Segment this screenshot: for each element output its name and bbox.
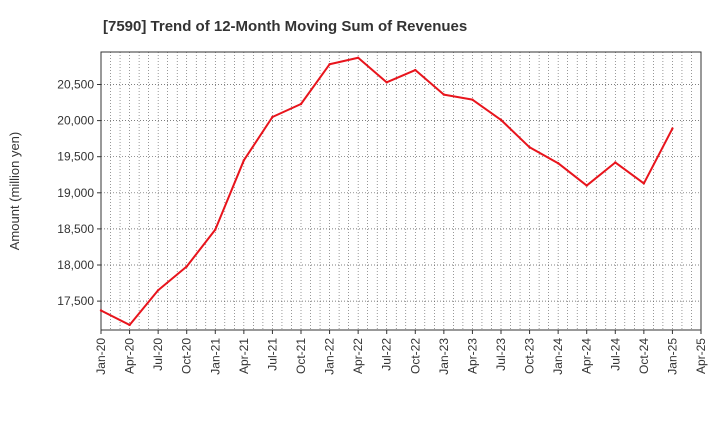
data-point [99,309,103,312]
x-tick-label: Jul-23 [494,338,508,371]
x-tick-label: Jul-20 [151,338,165,371]
data-point [528,146,531,149]
x-tick-label: Apr-21 [237,338,251,374]
y-tick-label: 20,500 [57,77,94,91]
x-tick-label: Apr-22 [351,338,365,374]
x-tick-label: Jul-21 [265,338,279,371]
data-point [671,127,674,130]
y-tick-label: 17,500 [57,294,94,308]
y-tick-label: 20,000 [57,114,94,128]
data-point [642,182,646,185]
y-tick-label: 19,000 [57,186,94,200]
data-point [242,159,246,162]
x-tick-label: Oct-22 [408,338,422,374]
series-layer [99,56,674,327]
x-tick-label: Jan-25 [665,338,679,375]
x-tick-label: Jul-22 [380,338,394,371]
data-point [156,289,160,292]
data-point [299,102,303,106]
x-tick-label: Apr-25 [694,338,708,374]
data-point [356,56,360,59]
data-point [128,323,131,327]
data-point [185,265,188,268]
data-point [328,63,331,66]
data-point [385,81,388,84]
chart-title: [7590] Trend of 12-Month Moving Sum of R… [103,18,467,35]
x-tick-label: Oct-23 [523,338,537,374]
grid-lines [101,52,701,330]
x-tick-label: Jan-23 [437,338,451,375]
x-axis-ticks: Jan-20 Apr-20 Jul-20 Oct-20 Jan-21 Apr-21 Jul-… [94,330,708,375]
data-point [442,93,446,96]
x-tick-label: Jul-24 [608,338,622,371]
data-point [414,68,417,72]
data-point [556,162,560,165]
y-tick-label: 19,500 [57,150,94,164]
x-tick-label: Apr-23 [465,338,479,374]
y-axis-ticks: 17,500 18,000 18,500 19,000 19,500 20,000 20,5… [57,77,101,308]
data-point [614,161,617,164]
data-point [499,118,503,122]
data-point [214,228,217,231]
x-tick-label: Jan-20 [94,338,108,375]
x-tick-label: Oct-24 [637,338,651,374]
x-tick-label: Jan-21 [208,338,222,375]
y-axis-label: Amount (million yen) [7,132,22,251]
data-point [471,98,474,101]
x-tick-label: Oct-20 [180,338,194,374]
x-tick-label: Apr-20 [123,338,137,374]
plot-area-frame [100,51,702,331]
y-tick-label: 18,500 [57,222,94,236]
data-point [585,184,588,187]
x-tick-label: Oct-21 [294,338,308,374]
data-point [271,115,274,119]
y-tick-label: 18,000 [57,258,94,272]
x-tick-label: Jan-24 [551,338,565,375]
x-tick-label: Jan-22 [323,338,337,375]
x-tick-label: Apr-24 [580,338,594,374]
